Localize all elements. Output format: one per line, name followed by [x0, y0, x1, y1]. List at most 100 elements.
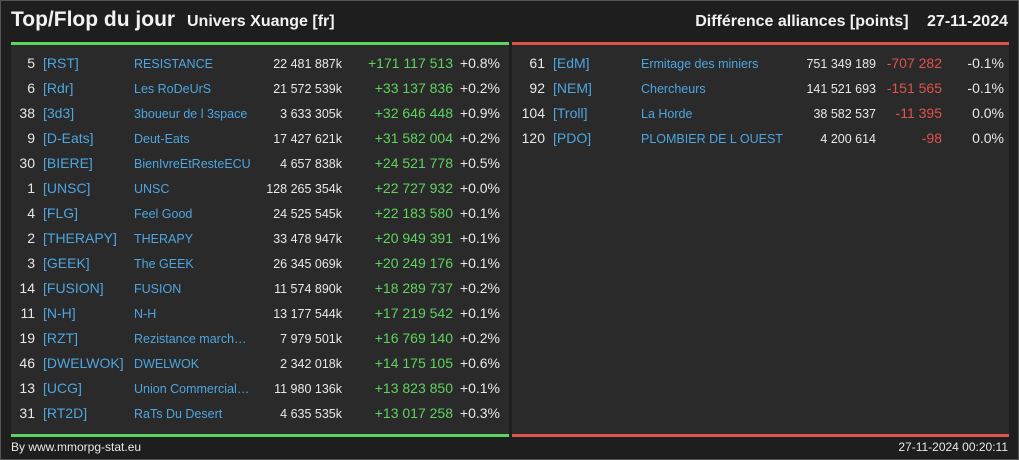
alliance-points: 22 481 887k: [273, 57, 342, 71]
top-row: 13 [UCG] Union Commerciale… 11 980 136k +13 …: [11, 376, 509, 401]
alliance-name[interactable]: Feel Good: [134, 207, 193, 221]
top-row: 14 [FUSION] FUSION 11 574 890k +18 289 737 +0…: [11, 276, 509, 301]
alliance-diff: -11 395: [895, 105, 942, 121]
alliance-tag[interactable]: [UCG]: [43, 380, 82, 396]
footer-credit[interactable]: By www.mmorpg-stat.eu: [11, 440, 142, 454]
alliance-tag[interactable]: [NEM]: [553, 80, 592, 96]
top-row: 19 [RZT] Rezistance march… 7 979 501k +16 76…: [11, 326, 509, 351]
alliance-name[interactable]: Ermitage des miniers: [641, 57, 759, 71]
alliance-name[interactable]: Union Commerciale…: [134, 382, 254, 396]
alliance-name[interactable]: Rezistance march…: [134, 332, 247, 346]
alliance-tag[interactable]: [FLG]: [43, 205, 79, 221]
alliance-tag[interactable]: [Rdr]: [43, 80, 74, 96]
alliance-points: 13 177 544k: [273, 307, 342, 321]
alliance-name[interactable]: UNSC: [134, 182, 170, 196]
alliance-points: 4 657 838k: [280, 157, 342, 171]
rank: 13: [19, 380, 35, 396]
alliance-name[interactable]: Chercheurs: [641, 82, 706, 96]
flop-row: 61 [EdM] Ermitage des miniers 751 349 189 -7…: [512, 51, 1009, 76]
alliance-name[interactable]: Les RoDeUrS: [134, 82, 212, 96]
alliance-name[interactable]: THERAPY: [134, 232, 194, 246]
page-title: Top/Flop du jour: [11, 8, 176, 31]
alliance-percent: +0.1%: [459, 255, 500, 271]
alliance-points: 4 200 614: [820, 132, 876, 146]
alliance-tag[interactable]: [GEEK]: [43, 255, 90, 271]
alliance-tag[interactable]: [UNSC]: [43, 180, 91, 196]
alliance-name[interactable]: RESISTANCE: [134, 57, 213, 71]
rank: 38: [19, 105, 35, 121]
rank: 46: [19, 355, 35, 371]
flop-row: 92 [NEM] Chercheurs 141 521 693 -151 565 -0.1…: [512, 76, 1009, 101]
alliance-diff: -98: [921, 130, 942, 146]
alliance-tag[interactable]: [DWELWOK]: [43, 355, 124, 371]
alliance-diff: +18 289 737: [374, 280, 453, 296]
alliance-tag[interactable]: [RZT]: [43, 330, 78, 346]
alliance-tag[interactable]: [D-Eats]: [43, 130, 94, 146]
alliance-points: 751 349 189: [806, 57, 876, 71]
alliance-name[interactable]: La Horde: [641, 107, 693, 121]
alliance-percent: +0.1%: [459, 230, 500, 246]
alliance-percent: +0.9%: [459, 105, 500, 121]
alliance-tag[interactable]: [THERAPY]: [43, 230, 117, 246]
alliance-diff: +20 249 176: [374, 255, 453, 271]
alliance-percent: +0.1%: [459, 205, 500, 221]
alliance-percent: +0.6%: [459, 355, 500, 371]
alliance-name[interactable]: FUSION: [134, 282, 182, 296]
alliance-percent: +0.0%: [459, 180, 500, 196]
alliance-name[interactable]: DWELWOK: [134, 357, 200, 371]
alliance-points: 2 342 018k: [280, 357, 342, 371]
alliance-tag[interactable]: [PDO]: [553, 130, 592, 146]
rank: 120: [521, 130, 545, 146]
alliance-diff: -151 565: [886, 80, 942, 96]
top-row: 1 [UNSC] UNSC 128 265 354k +22 727 932 +0.0%: [11, 176, 509, 201]
alliance-name[interactable]: 3boueur de l 3space: [134, 107, 248, 121]
flop-row: 120 [PDO] PLOMBIER DE L OUEST 4 200 614 -98 0…: [512, 126, 1009, 151]
alliance-percent: +0.2%: [459, 280, 500, 296]
top-row: 30 [BIERE] BienIvreEtResteECU 4 657 838k +24…: [11, 151, 509, 176]
top-row: 4 [FLG] Feel Good 24 525 545k +22 183 580 +0.…: [11, 201, 509, 226]
alliance-points: 128 265 354k: [266, 182, 342, 196]
alliance-tag[interactable]: [EdM]: [553, 55, 590, 71]
alliance-tag[interactable]: [FUSION]: [43, 280, 104, 296]
alliance-name[interactable]: PLOMBIER DE L OUEST: [641, 132, 783, 146]
alliance-diff: +13 823 850: [374, 380, 453, 396]
rank: 61: [529, 55, 545, 71]
alliance-percent: 0.0%: [972, 130, 1004, 146]
alliance-percent: +0.2%: [459, 130, 500, 146]
alliance-diff: +32 646 448: [374, 105, 453, 121]
alliance-percent: +0.3%: [459, 405, 500, 421]
alliance-tag[interactable]: [RT2D]: [43, 405, 88, 421]
alliance-name[interactable]: N-H: [134, 307, 157, 321]
alliance-name[interactable]: RaTs Du Desert: [134, 407, 223, 421]
alliance-tag[interactable]: [Troll]: [553, 105, 588, 121]
alliance-points: 33 478 947k: [273, 232, 342, 246]
top-row: 6 [Rdr] Les RoDeUrS 21 572 539k +33 137 836 +…: [11, 76, 509, 101]
alliance-diff: +33 137 836: [374, 80, 453, 96]
alliance-diff: +22 727 932: [374, 180, 453, 196]
alliance-points: 7 979 501k: [280, 332, 342, 346]
alliance-name[interactable]: BienIvreEtResteECU: [134, 157, 251, 171]
alliance-tag[interactable]: [3d3]: [43, 105, 75, 121]
alliance-tag[interactable]: [N-H]: [43, 305, 76, 321]
top-row: 46 [DWELWOK] DWELWOK 2 342 018k +14 175 105 +…: [11, 351, 509, 376]
alliance-tag[interactable]: [BIERE]: [43, 155, 93, 171]
section-title: Différence alliances [points]: [695, 13, 909, 30]
top-row: 31 [RT2D] RaTs Du Desert 4 635 535k +13 017 …: [11, 401, 509, 426]
header-date: 27-11-2024: [927, 13, 1008, 30]
rank: 30: [19, 155, 35, 171]
alliance-percent: +0.2%: [459, 80, 500, 96]
alliance-tag[interactable]: [RST]: [43, 55, 79, 71]
universe-label: Univers Xuange [fr]: [187, 13, 335, 30]
rank: 19: [19, 330, 35, 346]
alliance-name[interactable]: The GEEK: [134, 257, 194, 271]
rank: 2: [27, 230, 35, 246]
alliance-name[interactable]: Deut-Eats: [134, 132, 190, 146]
alliance-points: 4 635 535k: [280, 407, 342, 421]
header: Top/Flop du jour Univers Xuange [fr] Dif…: [1, 1, 1018, 41]
alliance-percent: -0.1%: [967, 80, 1004, 96]
alliance-percent: +0.5%: [459, 155, 500, 171]
rank: 6: [27, 80, 35, 96]
rank: 3: [27, 255, 35, 271]
rank: 14: [19, 280, 35, 296]
alliance-diff: +22 183 580: [374, 205, 453, 221]
